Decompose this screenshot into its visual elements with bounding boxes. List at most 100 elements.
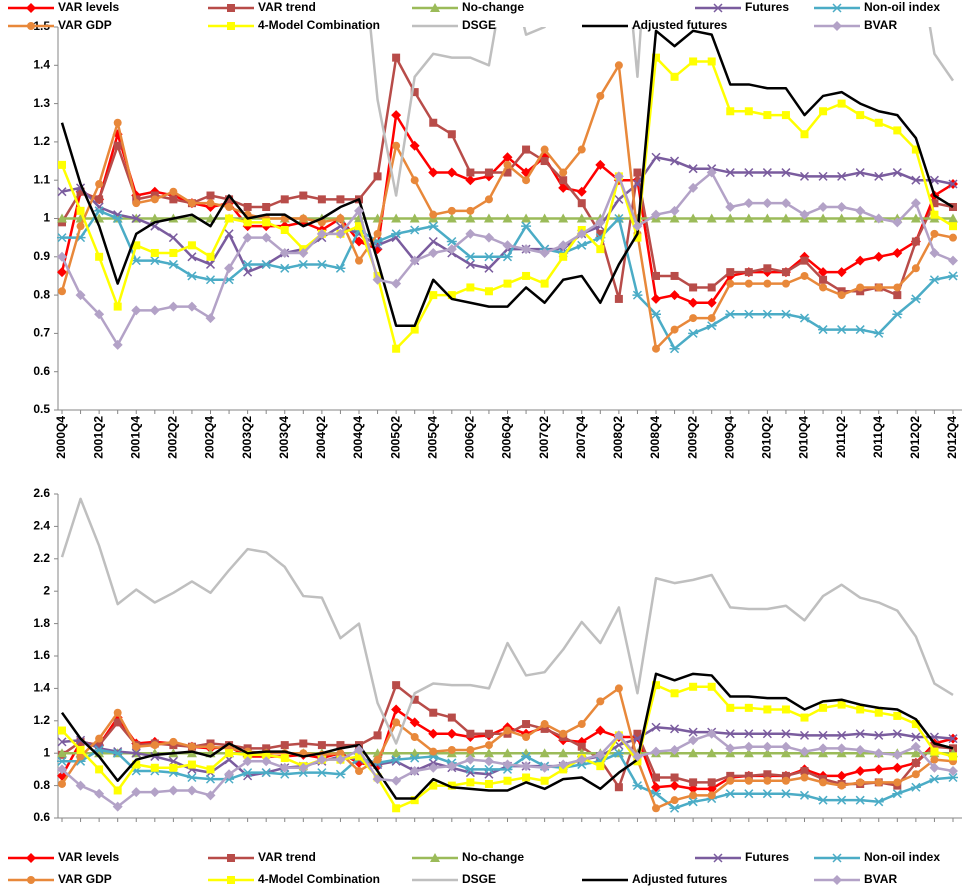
x-tick-label: 2008Q4: [648, 416, 662, 459]
data-point: [688, 748, 699, 758]
data-point: [409, 753, 420, 763]
data-point: [502, 213, 513, 223]
data-point: [670, 325, 679, 334]
data-point: [856, 111, 865, 120]
y-tick-label: 1.4: [33, 681, 50, 695]
data-point: [948, 772, 958, 783]
data-point: [576, 754, 587, 765]
data-point: [336, 214, 345, 223]
data-point: [688, 328, 699, 338]
data-point: [670, 689, 679, 698]
data-point: [316, 228, 327, 239]
data-point: [521, 244, 532, 255]
data-point: [409, 766, 420, 777]
data-point: [911, 758, 920, 767]
data-point: [539, 748, 550, 758]
data-point: [930, 199, 939, 208]
data-point: [651, 722, 661, 732]
data-point: [948, 213, 958, 223]
data-point: [465, 213, 476, 223]
data-point: [94, 206, 105, 216]
data-point: [57, 267, 67, 278]
x-tick-label: 2000Q4: [54, 416, 68, 459]
data-point: [855, 255, 866, 266]
data-point: [652, 271, 660, 280]
data-point: [521, 213, 532, 223]
data-point: [596, 245, 605, 254]
data-point: [76, 752, 85, 761]
legend-label: No-change: [462, 850, 524, 864]
data-point: [75, 780, 86, 791]
data-point: [669, 744, 680, 755]
data-point: [892, 789, 903, 799]
data-point: [558, 240, 569, 251]
data-point: [781, 268, 790, 277]
data-point: [466, 745, 475, 754]
data-point: [58, 726, 66, 735]
data-point: [780, 789, 791, 799]
data-point: [929, 774, 940, 784]
data-point: [372, 774, 383, 785]
data-point: [651, 789, 661, 799]
data-point: [614, 684, 623, 693]
data-point: [874, 730, 884, 740]
data-point: [930, 210, 939, 219]
data-point: [595, 159, 606, 170]
data-point: [447, 713, 456, 722]
data-point: [169, 187, 178, 196]
data-point: [670, 796, 679, 805]
data-point: [428, 221, 439, 231]
data-point: [780, 198, 791, 209]
data-point: [131, 787, 142, 798]
data-point: [577, 145, 586, 154]
x-tick-label: 2010Q2: [760, 416, 774, 459]
data-point: [206, 191, 215, 200]
legend-marker: [26, 853, 36, 863]
data-point: [763, 770, 772, 779]
data-point: [113, 118, 122, 127]
data-point: [577, 742, 586, 751]
data-point: [744, 771, 753, 780]
data-point: [651, 746, 661, 757]
data-point: [651, 152, 661, 162]
data-point: [205, 275, 216, 285]
data-point: [392, 344, 401, 353]
data-point: [893, 778, 902, 787]
data-point: [725, 213, 736, 223]
x-tick-label: 2002Q2: [166, 416, 180, 459]
data-point: [483, 213, 494, 223]
data-point: [930, 229, 939, 238]
data-point: [409, 213, 420, 223]
data-point: [446, 728, 457, 739]
data-point: [429, 708, 438, 717]
data-point: [243, 218, 252, 227]
legend-label: VAR GDP: [58, 872, 112, 886]
legend-label: Futures: [745, 850, 789, 864]
data-point: [206, 199, 215, 208]
data-point: [819, 778, 828, 787]
data-point: [483, 764, 494, 774]
data-point: [280, 225, 289, 234]
data-point: [929, 275, 940, 285]
data-point: [707, 778, 716, 787]
data-point: [613, 730, 624, 741]
data-point: [856, 778, 865, 787]
data-point: [95, 741, 104, 750]
data-point: [707, 57, 716, 66]
data-point: [58, 287, 66, 296]
data-point: [613, 748, 624, 758]
data-point: [57, 213, 67, 223]
data-point: [893, 283, 902, 292]
y-tick-label: 2.4: [33, 519, 50, 533]
data-point: [818, 730, 828, 740]
data-point: [113, 718, 122, 727]
data-point: [206, 765, 215, 774]
data-point: [447, 130, 456, 139]
data-point: [576, 186, 587, 197]
data-point: [762, 789, 773, 799]
data-point: [726, 771, 735, 780]
data-point: [688, 182, 699, 193]
data-point: [149, 305, 160, 316]
data-point: [930, 747, 939, 756]
data-point: [169, 248, 178, 257]
